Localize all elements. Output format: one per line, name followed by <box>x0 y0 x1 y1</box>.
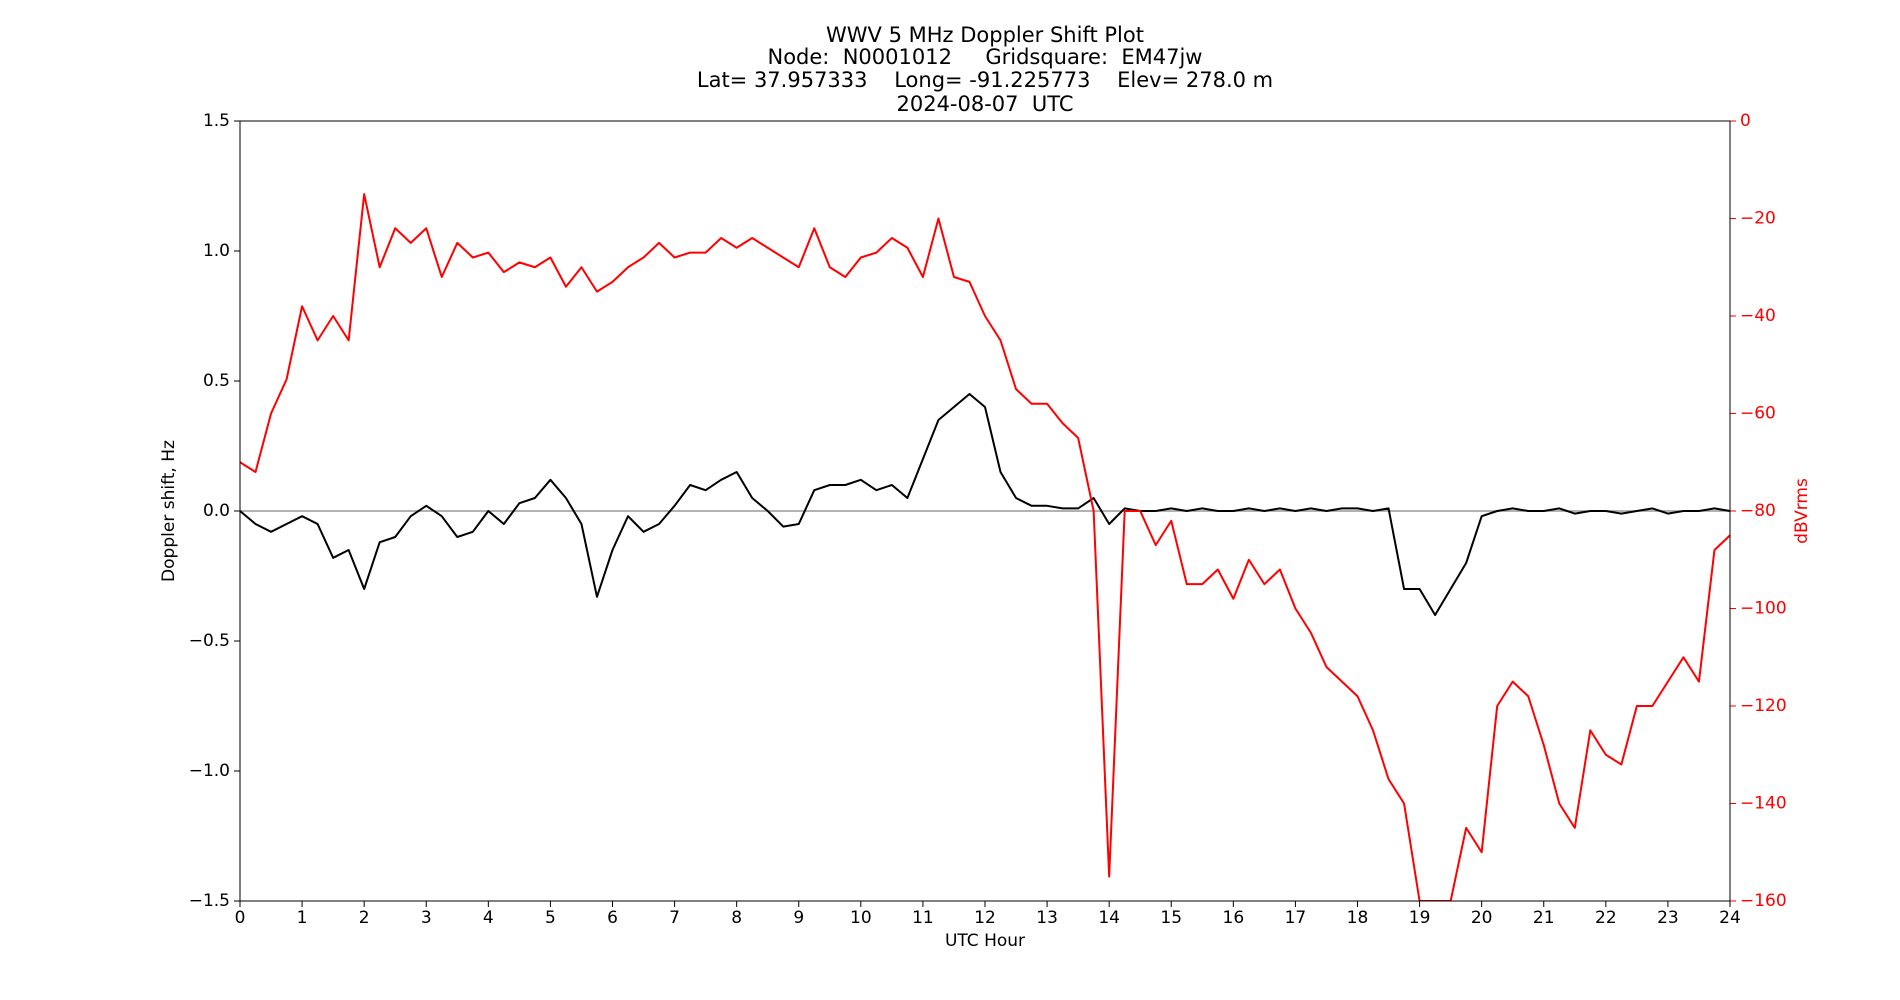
y2-tick-label: −40 <box>1740 306 1776 326</box>
chart-subtitle: Lat= 37.957333 Long= -91.225773 Elev= 27… <box>697 68 1273 92</box>
y2-tick-label: −100 <box>1740 599 1787 619</box>
x-tick-label: 20 <box>1471 908 1493 928</box>
x-tick-label: 5 <box>545 908 556 928</box>
x-tick-label: 12 <box>974 908 996 928</box>
plot-frame <box>239 120 1731 902</box>
x-tick-label: 4 <box>483 908 494 928</box>
x-tick-label: 10 <box>850 908 872 928</box>
x-tick-label: 13 <box>1036 908 1058 928</box>
y2-tick-label: −140 <box>1740 794 1787 814</box>
x-tick-label: 6 <box>607 908 618 928</box>
y-tick-label: 1.5 <box>203 111 230 131</box>
chart-subtitle: Node: N0001012 Gridsquare: EM47jw <box>767 45 1202 69</box>
x-tick-label: 14 <box>1098 908 1120 928</box>
y2-tick-label: −80 <box>1740 501 1776 521</box>
data-line <box>240 393 1730 616</box>
chart-subtitle: 2024-08-07 UTC <box>896 92 1073 116</box>
y2-tick-label: −160 <box>1740 891 1787 911</box>
y-tick-label: −0.5 <box>189 631 230 651</box>
y2-axis-label: dBVrms <box>1792 478 1812 544</box>
y-tick-label: 0.5 <box>203 371 230 391</box>
x-tick-label: 15 <box>1160 908 1182 928</box>
x-tick-label: 21 <box>1533 908 1555 928</box>
x-tick-label: 24 <box>1719 908 1741 928</box>
x-tick-label: 9 <box>793 908 804 928</box>
x-tick-label: 1 <box>297 908 308 928</box>
x-tick-label: 11 <box>912 908 934 928</box>
y-tick-label: −1.0 <box>189 761 230 781</box>
y-tick-label: 1.0 <box>203 241 230 261</box>
x-tick-label: 17 <box>1285 908 1307 928</box>
x-tick-label: 2 <box>359 908 370 928</box>
chart-title: WWV 5 MHz Doppler Shift Plot <box>826 23 1144 47</box>
y2-tick-label: −120 <box>1740 696 1787 716</box>
x-tick-label: 7 <box>669 908 680 928</box>
x-tick-label: 0 <box>235 908 246 928</box>
y2-tick-label: 0 <box>1740 111 1751 131</box>
x-axis-label: UTC Hour <box>945 931 1025 951</box>
x-tick-label: 8 <box>731 908 742 928</box>
data-line <box>240 193 1730 901</box>
x-tick-label: 22 <box>1595 908 1617 928</box>
x-tick-label: 3 <box>421 908 432 928</box>
y2-tick-label: −60 <box>1740 404 1776 424</box>
x-tick-label: 18 <box>1347 908 1369 928</box>
x-tick-label: 19 <box>1409 908 1431 928</box>
y2-tick-label: −20 <box>1740 209 1776 229</box>
x-tick-label: 16 <box>1223 908 1245 928</box>
x-tick-label: 23 <box>1657 908 1679 928</box>
y-tick-label: 0.0 <box>203 501 230 521</box>
y-axis-label: Doppler shift, Hz <box>159 440 179 582</box>
y-tick-label: −1.5 <box>189 891 230 911</box>
